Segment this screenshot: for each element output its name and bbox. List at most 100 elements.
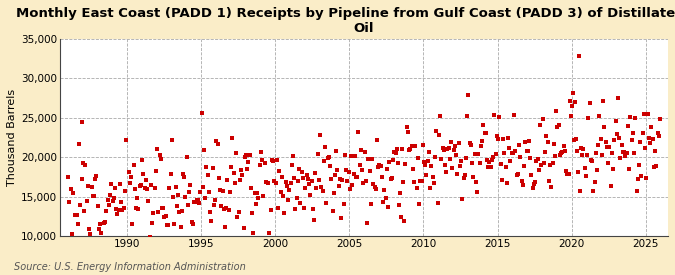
Point: [491, 133, 502, 138]
Point: [379, 188, 390, 192]
Point: [572, 149, 583, 154]
Point: [248, 231, 259, 235]
Point: [557, 150, 568, 154]
Point: [443, 145, 454, 150]
Point: [143, 199, 154, 203]
Point: [423, 150, 434, 154]
Point: [561, 169, 572, 173]
Point: [469, 152, 480, 156]
Point: [387, 175, 398, 180]
Point: [186, 220, 197, 225]
Point: [179, 175, 190, 180]
Point: [258, 194, 269, 198]
Point: [649, 165, 659, 169]
Point: [613, 95, 624, 100]
Point: [429, 181, 439, 186]
Point: [470, 180, 481, 184]
Point: [97, 246, 108, 250]
Point: [496, 178, 507, 183]
Point: [655, 117, 666, 121]
Point: [448, 148, 459, 152]
Point: [408, 167, 418, 171]
Point: [479, 131, 490, 135]
Point: [63, 175, 74, 179]
Point: [190, 200, 200, 205]
Point: [240, 155, 250, 159]
Point: [112, 212, 123, 217]
Point: [484, 160, 495, 164]
Point: [558, 144, 569, 148]
Point: [516, 179, 527, 183]
Point: [367, 157, 377, 161]
Point: [121, 137, 132, 142]
Point: [542, 140, 553, 144]
Point: [452, 172, 463, 177]
Point: [639, 112, 649, 117]
Point: [96, 230, 107, 235]
Point: [315, 133, 325, 137]
Point: [436, 157, 447, 161]
Point: [200, 196, 211, 201]
Point: [622, 123, 633, 128]
Point: [259, 161, 270, 166]
Point: [288, 153, 298, 158]
Point: [189, 200, 200, 205]
Point: [357, 167, 368, 172]
Point: [316, 185, 327, 189]
Point: [533, 157, 543, 161]
Point: [432, 201, 443, 205]
Point: [591, 167, 602, 172]
Point: [500, 164, 511, 169]
Point: [92, 204, 103, 208]
Point: [322, 156, 333, 160]
Point: [363, 156, 374, 161]
Point: [219, 207, 230, 211]
Point: [192, 197, 203, 202]
Point: [82, 184, 93, 188]
Point: [373, 164, 383, 169]
Point: [490, 152, 501, 156]
Point: [381, 167, 392, 171]
Point: [387, 158, 398, 162]
Point: [338, 202, 349, 207]
Point: [127, 222, 138, 226]
Point: [437, 145, 448, 150]
Point: [625, 115, 636, 119]
Point: [197, 185, 208, 189]
Point: [652, 130, 663, 135]
Point: [138, 171, 148, 176]
Point: [91, 174, 102, 178]
Point: [163, 222, 173, 227]
Point: [606, 151, 617, 156]
Point: [525, 156, 536, 160]
Point: [522, 148, 533, 153]
Point: [489, 113, 500, 117]
Point: [540, 149, 551, 154]
Point: [146, 221, 157, 225]
Point: [243, 160, 254, 164]
Point: [618, 150, 628, 154]
Point: [343, 169, 354, 174]
Point: [285, 181, 296, 186]
Point: [527, 186, 538, 191]
Point: [475, 144, 486, 148]
Point: [503, 136, 514, 141]
Point: [119, 189, 130, 193]
Point: [249, 191, 260, 196]
Point: [212, 142, 223, 147]
Point: [335, 216, 346, 221]
Point: [582, 153, 593, 157]
Point: [472, 190, 483, 194]
Point: [620, 153, 631, 158]
Point: [536, 163, 547, 167]
Point: [350, 175, 361, 180]
Point: [237, 173, 248, 177]
Point: [99, 220, 109, 225]
Point: [195, 189, 206, 194]
Point: [139, 185, 150, 190]
Point: [182, 155, 192, 159]
Point: [154, 153, 165, 158]
Point: [206, 219, 217, 223]
Point: [155, 157, 166, 161]
Point: [430, 155, 441, 160]
